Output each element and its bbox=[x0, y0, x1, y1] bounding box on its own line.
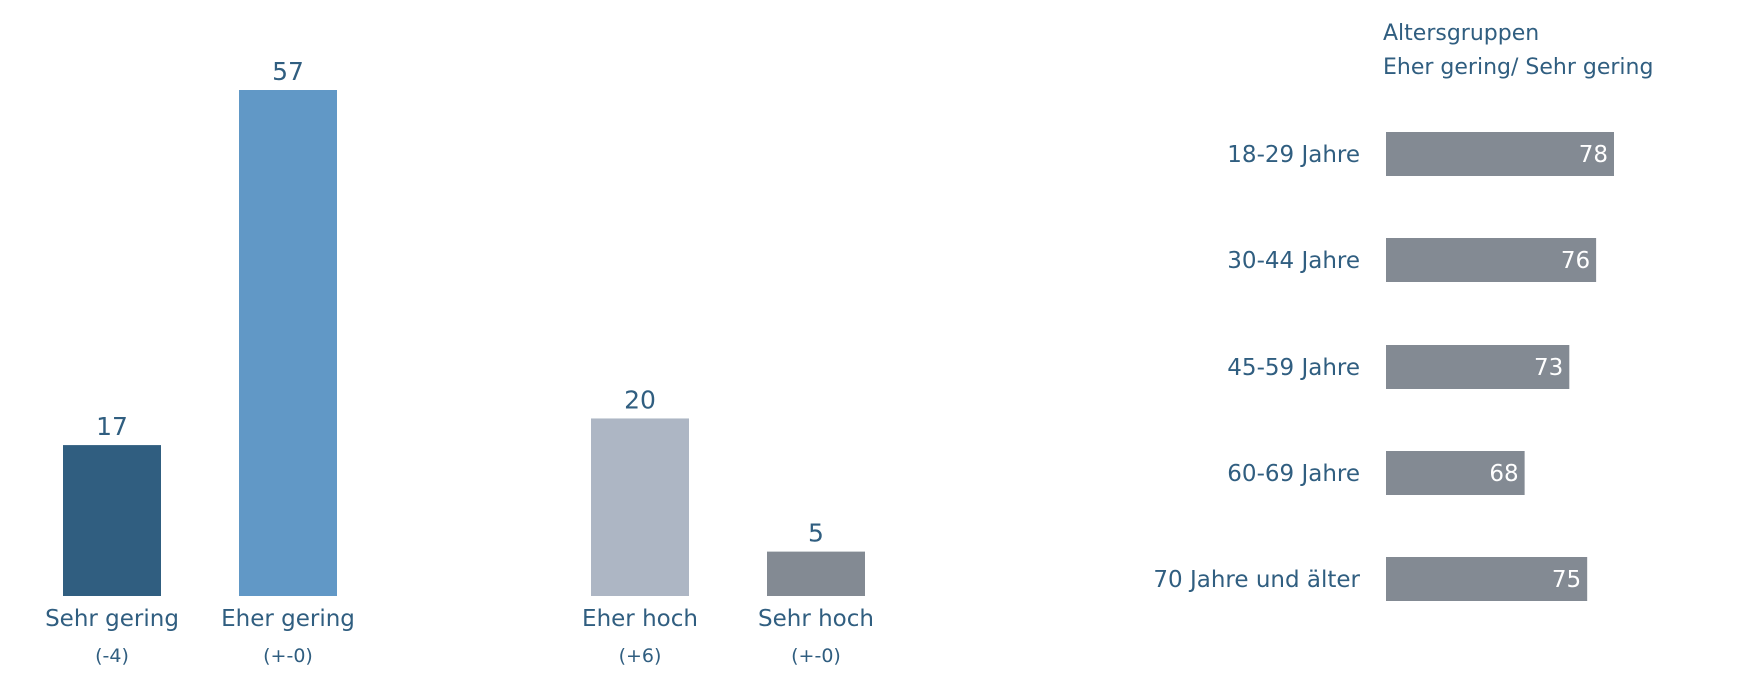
category-label: Eher gering bbox=[221, 606, 355, 632]
age-bar-2 bbox=[1386, 238, 1597, 282]
bar-value-label: 57 bbox=[272, 57, 304, 86]
age-bar-3 bbox=[1386, 345, 1570, 389]
bar-1 bbox=[63, 445, 161, 596]
age-group-label: 45-59 Jahre bbox=[1227, 355, 1360, 381]
bar-value-label: 20 bbox=[624, 385, 656, 414]
age-group-label: 18-29 Jahre bbox=[1227, 142, 1360, 168]
category-label: Eher hoch bbox=[582, 606, 698, 632]
age-bar-1 bbox=[1386, 132, 1614, 176]
bar-3 bbox=[591, 418, 689, 596]
age-bar-value-label: 68 bbox=[1489, 461, 1518, 487]
age-group-label: 30-44 Jahre bbox=[1227, 248, 1360, 274]
change-label: (+-0) bbox=[263, 645, 313, 667]
age-bar-value-label: 78 bbox=[1579, 142, 1608, 168]
age-group-label: 70 Jahre und älter bbox=[1153, 567, 1360, 593]
age-group-label: 60-69 Jahre bbox=[1227, 461, 1360, 487]
bar-value-label: 5 bbox=[808, 519, 824, 548]
category-label: Sehr gering bbox=[45, 606, 179, 632]
bar-value-label: 17 bbox=[96, 412, 128, 441]
age-bar-4 bbox=[1386, 451, 1525, 495]
age-bar-value-label: 75 bbox=[1552, 567, 1581, 593]
change-label: (-4) bbox=[95, 645, 129, 667]
age-group-bar-chart: Altersgruppen Eher gering/ Sehr gering 7… bbox=[1153, 21, 1653, 601]
change-label: (+6) bbox=[619, 645, 662, 667]
category-label: Sehr hoch bbox=[758, 606, 874, 632]
bar-2 bbox=[239, 90, 337, 596]
change-label: (+-0) bbox=[791, 645, 841, 667]
distribution-bar-chart: 17 Sehr gering (-4) 57 Eher gering (+-0) 20 Ehe… bbox=[45, 57, 874, 667]
chart-title-line-2: Eher gering/ Sehr gering bbox=[1383, 55, 1653, 80]
chart-title-line-1: Altersgruppen bbox=[1383, 21, 1539, 46]
age-bar-value-label: 73 bbox=[1534, 355, 1563, 381]
age-bar-5 bbox=[1386, 557, 1588, 601]
bar-4 bbox=[767, 551, 865, 596]
age-bar-value-label: 76 bbox=[1561, 248, 1590, 274]
